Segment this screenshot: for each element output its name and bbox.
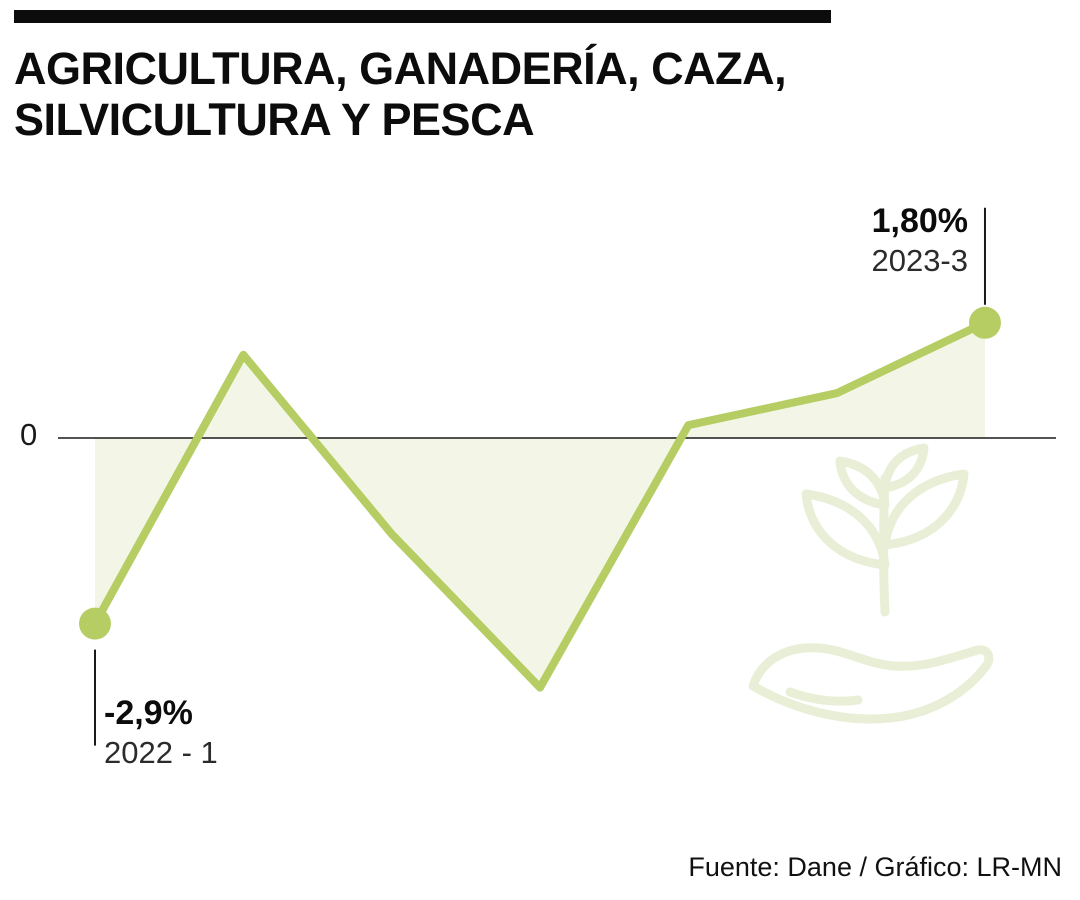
annotation-first-point: -2,9% 2022 - 1: [104, 694, 218, 773]
series-line: [91, 318, 989, 692]
annotation-last-point: 1,80% 2023-3: [871, 202, 968, 281]
last-point-marker: [968, 306, 1001, 339]
first-period-label: 2022 - 1: [104, 735, 218, 771]
first-point-marker: [79, 607, 111, 640]
last-value-label: 1,80%: [871, 202, 968, 240]
source-credit: Fuente: Dane / Gráfico: LR-MN: [688, 852, 1062, 882]
top-rule: [14, 10, 831, 23]
first-value-label: -2,9%: [104, 694, 193, 732]
hand-holding-plant-icon: [748, 443, 994, 724]
chart-title-line1: AGRICULTURA, GANADERÍA, CAZA,: [14, 43, 787, 94]
baseline-zero-label: 0: [20, 417, 38, 452]
chart-title-line2: SILVICULTURA Y PESCA: [14, 93, 535, 145]
chart-title: AGRICULTURA, GANADERÍA, CAZA, SILVICULTU…: [14, 43, 787, 146]
area-fill: [95, 322, 985, 688]
last-period-label: 2023-3: [871, 243, 968, 279]
